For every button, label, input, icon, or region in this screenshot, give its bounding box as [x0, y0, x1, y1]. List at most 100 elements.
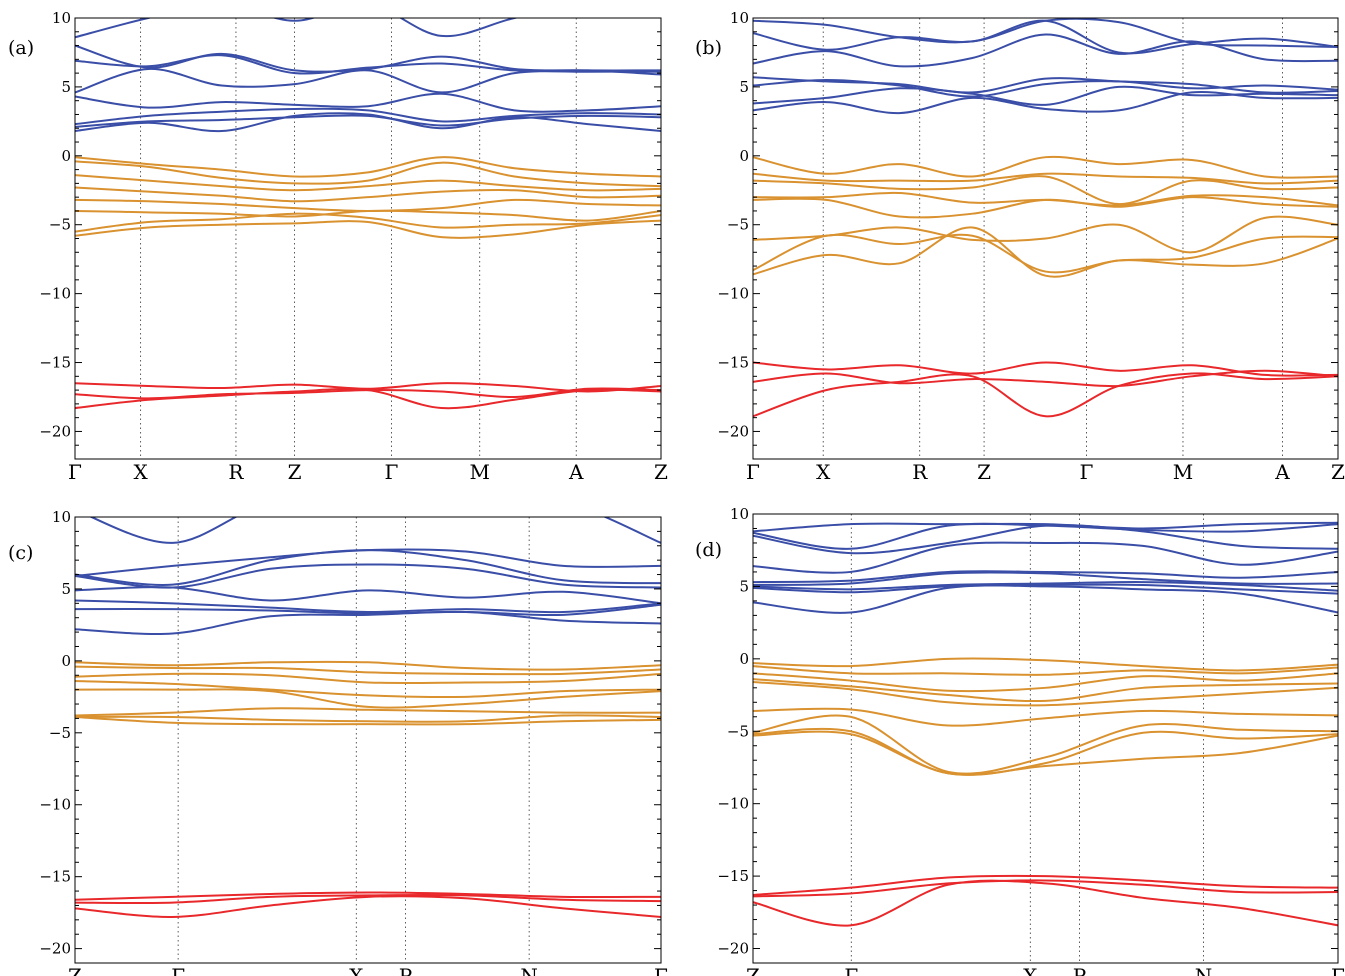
band-line-core: [75, 895, 661, 918]
band-line-valence: [753, 678, 1338, 703]
band-line-conduction: [753, 521, 1338, 533]
band-line-valence: [75, 198, 661, 212]
band-lines: [753, 521, 1338, 927]
panel-b: 10 5 0 −5 −10 −15 −20 Γ X R Z Γ M A Z (b): [695, 9, 1345, 484]
band-line-conduction: [753, 583, 1338, 595]
band-line-conduction: [75, 92, 661, 113]
band-line-core: [753, 879, 1338, 927]
band-line-conduction: [75, 114, 661, 128]
y-tick-label: −10: [39, 796, 71, 814]
band-lines: [753, 18, 1338, 418]
y-tick-label: −15: [717, 354, 749, 372]
kpoint-label: X: [349, 964, 364, 976]
axis-frame: [752, 513, 1339, 964]
band-line-valence: [75, 688, 661, 709]
band-line-valence: [753, 226, 1338, 278]
y-tick-label: 10: [730, 9, 749, 27]
y-tick-label: 5: [739, 577, 749, 595]
y-tick-label: −15: [39, 868, 71, 886]
band-line-conduction: [753, 570, 1338, 584]
panel-label-c: (c): [8, 542, 33, 564]
kpoint-label: Z: [288, 460, 302, 484]
kpoint-label: Γ: [654, 964, 668, 976]
y-tick-label: 5: [61, 580, 71, 598]
band-line-core: [75, 891, 661, 901]
band-line-conduction: [75, 112, 661, 133]
band-line-valence: [753, 681, 1338, 707]
panel-label-b: (b): [695, 37, 722, 59]
y-tick-label: 0: [739, 650, 749, 668]
axis-frame: [74, 516, 662, 964]
band-line-valence: [753, 196, 1338, 219]
band-line-conduction: [75, 67, 661, 94]
band-line-core: [753, 369, 1338, 388]
band-line-conduction: [753, 85, 1338, 106]
kpoint-label: A: [1274, 460, 1290, 484]
kpoint-label: X: [134, 460, 149, 484]
band-line-valence: [753, 730, 1338, 776]
kpoint-label: N: [1195, 964, 1213, 976]
band-line-valence: [753, 215, 1338, 254]
y-tick-label: 5: [739, 78, 749, 96]
band-line-conduction: [753, 79, 1338, 98]
y-tick-label: −5: [49, 216, 71, 234]
y-tick-label: −20: [717, 422, 749, 440]
band-line-valence: [753, 727, 1338, 776]
kpoint-label: Z: [654, 460, 668, 484]
band-line-core: [753, 874, 1338, 896]
kpoint-label: Γ: [68, 460, 82, 484]
band-line-conduction: [75, 599, 661, 614]
kpoint-label: Γ: [1080, 460, 1094, 484]
band-line-conduction: [75, 548, 661, 577]
band-line-conduction: [753, 76, 1338, 94]
band-line-valence: [753, 657, 1338, 672]
kpoint-label: N: [520, 964, 538, 976]
panel-d: 10 5 0 −5 −10 −15 −20 Z Γ X P N Γ (d): [695, 505, 1345, 976]
band-line-conduction: [75, 44, 661, 73]
band-line-conduction: [753, 33, 1338, 68]
band-line-conduction: [75, 107, 661, 126]
band-line-valence: [753, 665, 1338, 676]
y-tick-label: −10: [717, 795, 749, 813]
band-line-conduction: [753, 18, 1338, 48]
band-line-conduction: [75, 563, 661, 589]
band-line-core: [753, 372, 1338, 418]
band-line-valence: [75, 174, 661, 192]
y-tick-label: −15: [39, 354, 71, 372]
kpoint-label: X: [1023, 964, 1038, 976]
band-line-core: [75, 388, 661, 410]
y-tick-label: 10: [52, 9, 71, 27]
y-tick-label: −20: [39, 940, 71, 958]
band-line-valence: [753, 672, 1338, 693]
band-line-valence: [75, 707, 661, 717]
y-tick-label: 0: [61, 652, 71, 670]
panel-label-d: (d): [695, 539, 722, 561]
kpoint-label: R: [228, 460, 244, 484]
axis-frame: [74, 17, 662, 460]
band-line-valence: [75, 156, 661, 178]
band-line-valence: [753, 707, 1338, 727]
band-line-conduction: [89, 517, 661, 544]
band-line-valence: [75, 715, 661, 726]
band-line-core: [75, 893, 661, 904]
kpoint-label: Z: [746, 964, 760, 976]
band-line-valence: [753, 155, 1338, 179]
y-tick-label: −20: [717, 940, 749, 958]
band-line-valence: [75, 219, 661, 239]
band-line-conduction: [75, 586, 661, 605]
y-tick-label: −10: [39, 285, 71, 303]
band-line-valence: [753, 172, 1338, 185]
band-line-conduction: [753, 581, 1338, 592]
kpoint-label: M: [469, 460, 489, 484]
kpoint-label: Γ: [171, 964, 185, 976]
y-tick-label: −15: [717, 867, 749, 885]
band-lines: [75, 517, 661, 918]
kpoint-label: Γ: [1331, 964, 1345, 976]
panel-label-a: (a): [8, 37, 34, 59]
kpoint-label: Γ: [384, 460, 398, 484]
band-line-core: [753, 879, 1338, 898]
y-tick-label: −5: [727, 722, 749, 740]
panel-c: 10 5 0 −5 −10 −15 −20 Z Γ X P N Γ (c): [8, 508, 668, 976]
band-lines: [75, 18, 661, 410]
band-line-valence: [75, 714, 661, 723]
